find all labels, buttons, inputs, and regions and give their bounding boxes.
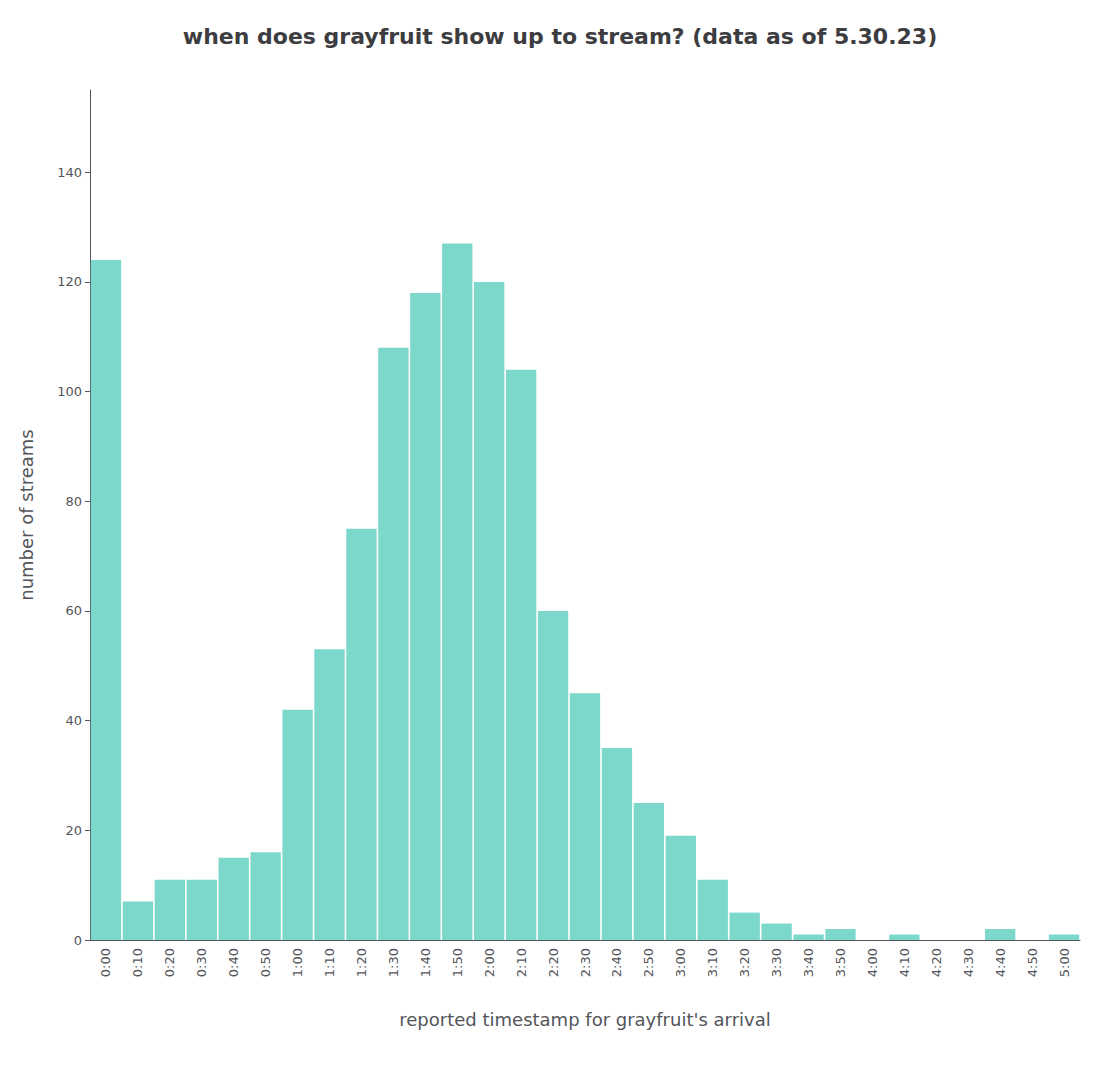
svg-text:20: 20 [65,823,82,838]
svg-text:2:20: 2:20 [546,948,561,977]
svg-text:0:10: 0:10 [130,948,145,977]
svg-text:100: 100 [57,384,82,399]
svg-text:5:00: 5:00 [1057,948,1072,977]
svg-text:1:20: 1:20 [354,948,369,977]
svg-text:2:50: 2:50 [641,948,656,977]
svg-text:60: 60 [65,603,82,618]
svg-text:0:20: 0:20 [162,948,177,977]
svg-text:4:10: 4:10 [897,948,912,977]
svg-text:2:00: 2:00 [482,948,497,977]
svg-text:number of streams: number of streams [16,429,37,601]
svg-text:80: 80 [65,494,82,509]
svg-text:3:10: 3:10 [705,948,720,977]
svg-text:1:30: 1:30 [386,948,401,977]
svg-text:0:30: 0:30 [194,948,209,977]
svg-text:1:40: 1:40 [418,948,433,977]
svg-text:reported timestamp for grayfru: reported timestamp for grayfruit's arriv… [399,1009,770,1030]
svg-text:when does grayfruit show up to: when does grayfruit show up to stream? (… [183,24,937,49]
svg-text:4:20: 4:20 [929,948,944,977]
svg-text:0:50: 0:50 [258,948,273,977]
svg-text:3:00: 3:00 [673,948,688,977]
svg-text:0:00: 0:00 [98,948,113,977]
svg-text:1:00: 1:00 [290,948,305,977]
svg-text:4:50: 4:50 [1025,948,1040,977]
svg-text:1:10: 1:10 [322,948,337,977]
svg-text:4:00: 4:00 [865,948,880,977]
svg-text:2:10: 2:10 [514,948,529,977]
svg-text:1:50: 1:50 [450,948,465,977]
svg-text:4:40: 4:40 [993,948,1008,977]
svg-text:4:30: 4:30 [961,948,976,977]
svg-text:3:20: 3:20 [737,948,752,977]
svg-text:120: 120 [57,274,82,289]
svg-text:2:30: 2:30 [578,948,593,977]
svg-text:3:50: 3:50 [833,948,848,977]
svg-text:3:40: 3:40 [801,948,816,977]
svg-text:140: 140 [57,165,82,180]
svg-text:2:40: 2:40 [609,948,624,977]
svg-text:40: 40 [65,713,82,728]
svg-text:3:30: 3:30 [769,948,784,977]
svg-text:0:40: 0:40 [226,948,241,977]
svg-text:0: 0 [74,933,82,948]
